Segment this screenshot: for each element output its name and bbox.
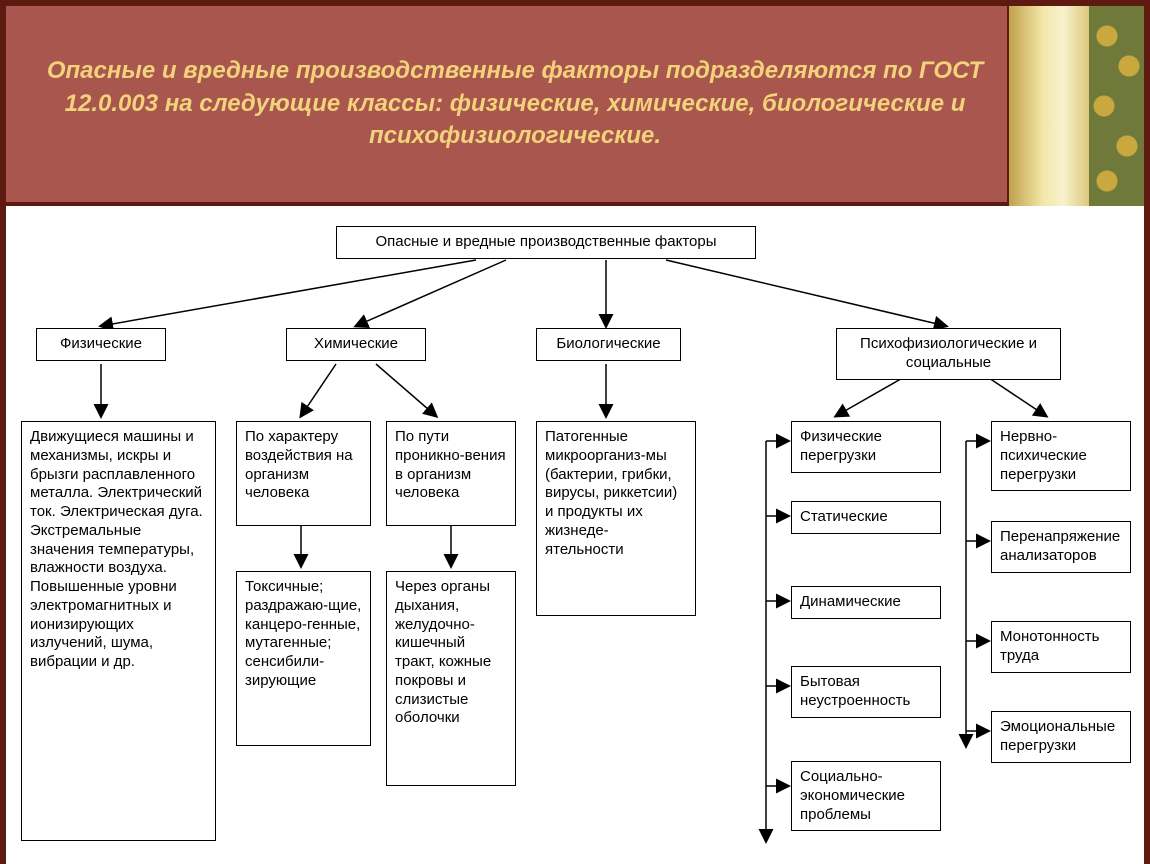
slide: Опасные и вредные производственные факто… (0, 0, 1150, 864)
node-chem-detail2: Через органы дыхания, желудочно-кишечный… (386, 571, 516, 786)
node-root: Опасные и вредные производственные факто… (336, 226, 756, 259)
node-psycho: Психофизиологические и социальные (836, 328, 1061, 380)
slide-title: Опасные и вредные производственные факто… (36, 55, 994, 152)
decorative-strip (1007, 6, 1144, 206)
diagram-area: Опасные и вредные производственные факто… (6, 216, 1144, 864)
node-physical: Физические (36, 328, 166, 361)
node-physical-detail: Движущиеся машины и механизмы, искры и б… (21, 421, 216, 841)
node-chem-detail1: Токсичные; раздражаю-щие, канцеро-генные… (236, 571, 371, 746)
node-psy-l-d: Бытовая неустроенность (791, 666, 941, 718)
header-band: Опасные и вредные производственные факто… (6, 6, 1144, 206)
node-psy-l-c: Динамические (791, 586, 941, 619)
node-chemical: Химические (286, 328, 426, 361)
node-chem-sub2: По пути проникно-вения в организм челове… (386, 421, 516, 526)
node-psy-r-a: Нервно-психические перегрузки (991, 421, 1131, 491)
node-psy-r-d: Эмоциональные перегрузки (991, 711, 1131, 763)
node-psy-l-e: Социально-экономические проблемы (791, 761, 941, 831)
node-psy-l-b: Статические (791, 501, 941, 534)
node-psy-r-c: Монотонность труда (991, 621, 1131, 673)
node-bio-detail: Патогенные микроорганиз-мы (бактерии, гр… (536, 421, 696, 616)
node-biological: Биологические (536, 328, 681, 361)
node-psy-r-b: Перенапряжение анализаторов (991, 521, 1131, 573)
node-psy-l-a: Физические перегрузки (791, 421, 941, 473)
node-chem-sub1: По характеру воздействия на организм чел… (236, 421, 371, 526)
